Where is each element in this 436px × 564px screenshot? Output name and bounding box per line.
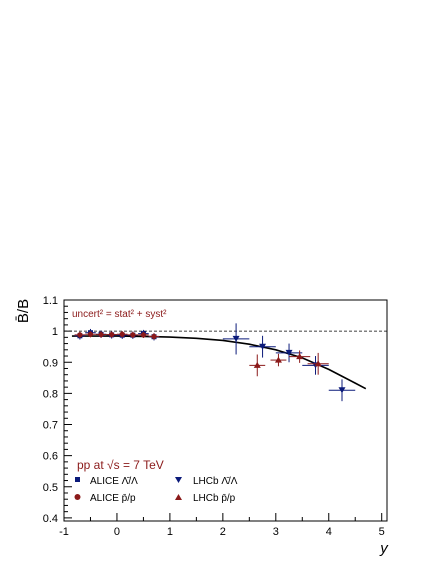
y-tick-label: 0.5 xyxy=(43,482,58,494)
data-point-alice-p-p xyxy=(77,332,83,338)
fit-curve xyxy=(71,335,367,390)
data-point-alice-p-p xyxy=(151,333,157,340)
legend-label-alice-proton: ALICE p̄/p xyxy=(90,493,136,504)
x-tick-label: 3 xyxy=(273,526,279,538)
uncert-annotation: uncert² = stat² + syst² xyxy=(72,309,167,320)
plot-frame xyxy=(63,299,388,522)
x-tick-label: 2 xyxy=(220,526,226,538)
data-point-alice-p-p xyxy=(98,331,104,338)
legend: ALICE Λ̄/Λ LHCb Λ̄/Λ ALICE p̄/p LHCb p̄/… xyxy=(74,476,238,504)
data-point-lhcb- xyxy=(285,349,293,356)
data-point-alice-p-p xyxy=(119,331,125,337)
data-points xyxy=(74,323,356,402)
x-axis-title: y xyxy=(379,540,389,557)
legend-marker-lhcb-lambda xyxy=(175,477,182,483)
y-tick-label: 1 xyxy=(52,326,58,338)
y-tick-label: 0.8 xyxy=(43,388,58,400)
data-point-lhcb- xyxy=(338,387,346,394)
data-point-lhcb-p-p xyxy=(274,356,282,363)
y-tick-label: 1.1 xyxy=(43,295,58,307)
legend-marker-lhcb-proton xyxy=(175,494,182,500)
data-point-lhcb- xyxy=(259,343,267,350)
x-tick-label: 5 xyxy=(379,526,385,538)
system-annotation: pp at √s = 7 TeV xyxy=(77,458,164,472)
x-axis-ticks: -1 0 1 2 3 4 5 xyxy=(59,513,385,538)
data-point-lhcb-p-p xyxy=(253,361,261,368)
y-tick-label: 0.9 xyxy=(43,357,58,369)
legend-label-lhcb-proton: LHCb p̄/p xyxy=(193,493,236,504)
data-point-lhcb- xyxy=(232,335,240,342)
data-point-alice-p-p xyxy=(140,332,147,338)
y-axis-title: B̄/B xyxy=(15,299,32,323)
x-tick-label: 1 xyxy=(167,526,173,538)
data-point-lhcb-p-p xyxy=(296,353,304,360)
y-tick-label: 0.4 xyxy=(43,513,58,525)
data-point-alice-p-p xyxy=(109,331,115,338)
y-tick-label: 0.7 xyxy=(43,420,58,432)
data-point-lhcb-p-p xyxy=(314,360,322,367)
legend-marker-alice-lambda xyxy=(75,477,80,482)
x-tick-label: 4 xyxy=(326,526,332,538)
legend-marker-alice-proton xyxy=(74,494,81,500)
data-point-alice-p-p xyxy=(87,331,94,337)
y-axis-ticks: 0.4 0.5 0.6 0.7 0.8 0.9 1 1.1 xyxy=(43,295,72,525)
data-point-alice-p-p xyxy=(130,332,136,338)
x-tick-label: 0 xyxy=(114,526,120,538)
x-tick-label: -1 xyxy=(59,526,69,538)
legend-label-alice-lambda: ALICE Λ̄/Λ xyxy=(90,476,138,487)
legend-label-lhcb-lambda: LHCb Λ̄/Λ xyxy=(193,476,238,487)
y-tick-label: 0.6 xyxy=(43,451,58,463)
